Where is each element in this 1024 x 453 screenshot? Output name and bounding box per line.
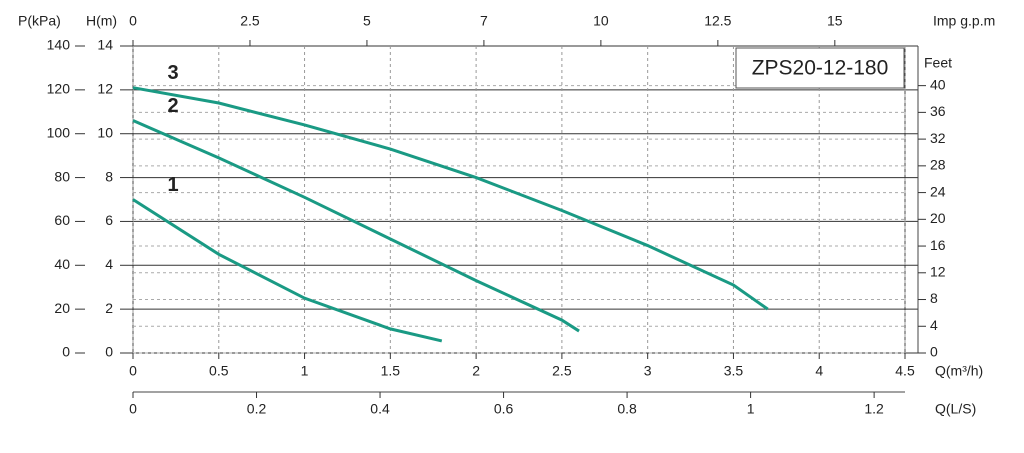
p-tick-label: 120 <box>47 81 71 97</box>
y2-tick-label: 40 <box>930 76 946 92</box>
y-tick-label: 0 <box>105 344 113 360</box>
x2-tick-label: 2.5 <box>240 13 260 29</box>
p-tick-label: 40 <box>54 256 70 272</box>
y2-tick-label: 36 <box>930 103 946 119</box>
p-axis-label: P(kPa) <box>18 13 61 29</box>
y2-tick-label: 24 <box>930 183 946 199</box>
x3-tick-label: 0 <box>129 401 137 417</box>
y2-tick-label: 32 <box>930 130 946 146</box>
x-tick-label: 3 <box>644 363 652 379</box>
y2-tick-label: 0 <box>930 344 938 360</box>
x2-tick-label: 12.5 <box>704 13 731 29</box>
plot-frame <box>132 45 906 354</box>
y-tick-label: 4 <box>105 256 113 272</box>
x3-tick-label: 1 <box>747 401 755 417</box>
y2-tick-label: 28 <box>930 157 946 173</box>
p-tick-label: 140 <box>47 37 71 53</box>
y-tick-label: 14 <box>97 37 113 53</box>
pump-curve <box>132 198 443 343</box>
y2-tick-label: 4 <box>930 317 938 333</box>
x-tick-label: 4.5 <box>895 363 915 379</box>
y-axis-label: H(m) <box>86 13 117 29</box>
p-tick-label: 0 <box>62 344 70 360</box>
x-tick-label: 0 <box>129 363 137 379</box>
y2-tick-label: 8 <box>930 290 938 306</box>
pump-curve <box>132 86 769 311</box>
pump-curve <box>132 119 580 333</box>
x3-tick-label: 0.6 <box>494 401 514 417</box>
x3-tick-label: 1.2 <box>864 401 884 417</box>
y-tick-label: 6 <box>105 212 113 228</box>
x-tick-label: 4 <box>815 363 823 379</box>
p-tick-label: 60 <box>54 212 70 228</box>
x-tick-label: 0.5 <box>209 363 229 379</box>
x2-axis-label: Imp g.p.m <box>933 13 995 29</box>
x-tick-label: 1 <box>301 363 309 379</box>
x3-axis-label: Q(L/S) <box>935 401 976 417</box>
x3-tick-label: 0.8 <box>617 401 637 417</box>
x3-tick-label: 0.4 <box>370 401 390 417</box>
x2-tick-label: 15 <box>827 13 843 29</box>
x-tick-label: 2 <box>472 363 480 379</box>
x-tick-label: 3.5 <box>724 363 744 379</box>
y-tick-label: 12 <box>97 81 113 97</box>
x2-tick-label: 5 <box>363 13 371 29</box>
chart-title: ZPS20-12-180 <box>752 57 889 80</box>
y2-tick-label: 16 <box>930 237 946 253</box>
curve-label: 2 <box>167 95 178 117</box>
x-tick-label: 1.5 <box>381 363 401 379</box>
curve-label: 3 <box>167 62 178 84</box>
y-tick-label: 2 <box>105 300 113 316</box>
x3-tick-label: 0.2 <box>247 401 267 417</box>
x2-tick-label: 0 <box>129 13 137 29</box>
x2-tick-label: 10 <box>593 13 609 29</box>
p-tick-label: 100 <box>47 124 71 140</box>
curve-label: 1 <box>167 174 178 196</box>
y2-axis-label: Feet <box>924 55 952 71</box>
x-tick-label: 2.5 <box>552 363 572 379</box>
p-tick-label: 20 <box>54 300 70 316</box>
y2-tick-label: 12 <box>930 263 946 279</box>
title-box <box>735 47 905 89</box>
y2-tick-label: 20 <box>930 210 946 226</box>
y-tick-label: 8 <box>105 168 113 184</box>
y-tick-label: 10 <box>97 124 113 140</box>
x2-tick-label: 7 <box>480 13 488 29</box>
x-axis-label: Q(m³/h) <box>935 363 983 379</box>
p-tick-label: 80 <box>54 168 70 184</box>
